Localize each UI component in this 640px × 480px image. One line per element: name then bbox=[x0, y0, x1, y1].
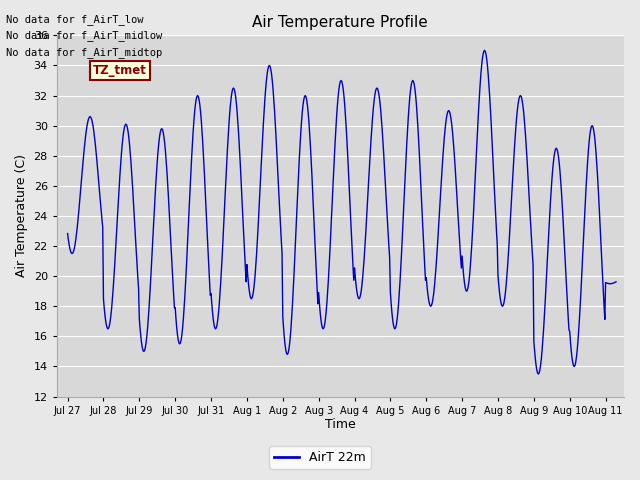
Text: No data for f_AirT_midtop: No data for f_AirT_midtop bbox=[6, 47, 163, 58]
X-axis label: Time: Time bbox=[324, 419, 356, 432]
Text: TZ_tmet: TZ_tmet bbox=[93, 64, 147, 77]
Text: No data for f_AirT_midlow: No data for f_AirT_midlow bbox=[6, 30, 163, 41]
Text: No data for f_AirT_low: No data for f_AirT_low bbox=[6, 13, 144, 24]
Y-axis label: Air Temperature (C): Air Temperature (C) bbox=[15, 155, 28, 277]
Title: Air Temperature Profile: Air Temperature Profile bbox=[252, 15, 428, 30]
Legend: AirT 22m: AirT 22m bbox=[269, 446, 371, 469]
